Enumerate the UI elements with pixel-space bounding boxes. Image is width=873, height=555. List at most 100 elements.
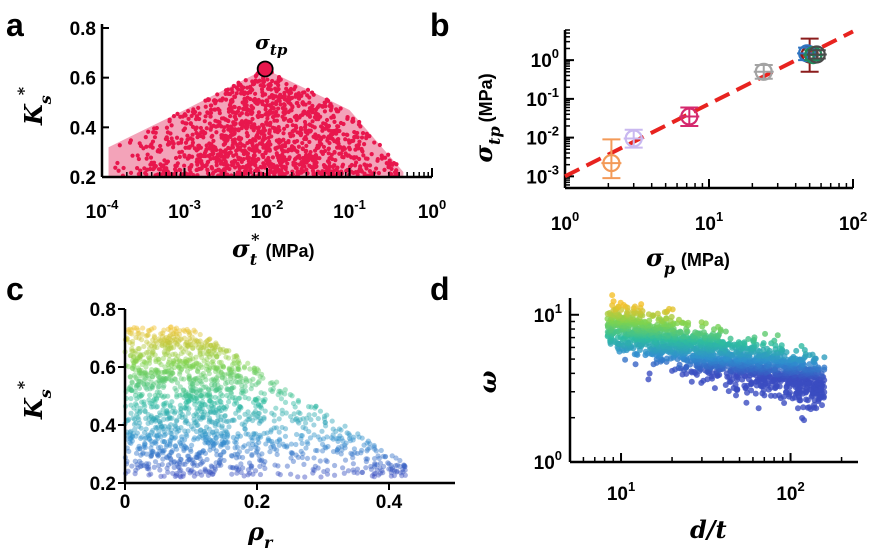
panel-a-point bbox=[251, 82, 255, 86]
panel-c-point bbox=[219, 374, 224, 379]
panel-c-point bbox=[149, 442, 154, 447]
panel-a-point bbox=[233, 95, 237, 99]
panel-c-point bbox=[159, 448, 164, 453]
panel-c-point bbox=[352, 446, 357, 451]
panel-a-point bbox=[275, 145, 279, 149]
panel-a-point bbox=[342, 155, 346, 159]
panel-a-point bbox=[339, 151, 343, 155]
panel-c-x-tick-label: 0 bbox=[120, 492, 131, 513]
panel-c-point bbox=[181, 446, 186, 451]
panel-c-point bbox=[140, 332, 145, 337]
panel-a-point bbox=[194, 131, 198, 135]
panel-d-point bbox=[701, 329, 707, 335]
panel-c-point bbox=[146, 328, 151, 333]
panel-a-point bbox=[191, 110, 195, 114]
panel-a-point bbox=[174, 156, 178, 160]
panel-c-point bbox=[230, 453, 235, 458]
panel-c-point bbox=[242, 365, 247, 370]
panel-c-point bbox=[319, 429, 324, 434]
panel-a-point bbox=[266, 87, 270, 91]
panel-a-point bbox=[259, 114, 263, 118]
panel-c-point bbox=[378, 471, 383, 476]
panel-d-point bbox=[638, 301, 644, 307]
panel-a-point bbox=[209, 125, 213, 129]
panel-a-point bbox=[244, 107, 248, 111]
panel-c-point bbox=[142, 408, 147, 413]
panel-c-point bbox=[198, 462, 203, 467]
panel-c-point bbox=[301, 416, 306, 421]
panel-a-point bbox=[374, 166, 378, 170]
panel-c-point bbox=[209, 360, 214, 365]
panel-b-y-tick-label: 10-3 bbox=[526, 162, 559, 188]
panel-a-point bbox=[237, 165, 241, 169]
panel-d-point bbox=[736, 339, 742, 345]
panel-c-point bbox=[127, 440, 132, 445]
panel-d-chart: 101 102100101 ω d/t bbox=[473, 292, 858, 544]
panel-a-point bbox=[188, 168, 192, 172]
panel-a-point bbox=[214, 160, 218, 164]
panel-c-point bbox=[147, 437, 152, 442]
panel-c-point bbox=[247, 416, 252, 421]
panel-a-point bbox=[303, 111, 307, 115]
panel-c-point bbox=[195, 368, 200, 373]
panel-a-point bbox=[197, 117, 201, 121]
panel-c-point bbox=[218, 347, 223, 352]
panel-c-point bbox=[186, 351, 191, 356]
panel-c-point bbox=[350, 455, 355, 460]
panel-a-point bbox=[158, 162, 162, 166]
panel-a-point bbox=[284, 141, 288, 145]
panel-a-point bbox=[293, 128, 297, 132]
panel-a-point bbox=[211, 171, 215, 175]
panel-c-point bbox=[323, 458, 328, 463]
panel-d-points bbox=[605, 292, 828, 423]
panel-c-point bbox=[280, 408, 285, 413]
panel-a-point bbox=[269, 164, 273, 168]
panel-c-point bbox=[145, 432, 150, 437]
panel-a-point bbox=[270, 79, 274, 83]
panel-c-point bbox=[165, 362, 170, 367]
panel-a-point bbox=[347, 138, 351, 142]
panel-a-point bbox=[328, 156, 332, 160]
panel-a-point bbox=[295, 139, 299, 143]
panel-d-point bbox=[677, 362, 683, 368]
panel-c-point bbox=[144, 426, 149, 431]
panel-label-a: a bbox=[6, 7, 24, 43]
panel-c-point bbox=[207, 416, 212, 421]
panel-a-point bbox=[145, 157, 149, 161]
panel-a-point bbox=[326, 147, 330, 151]
panel-c-point bbox=[224, 440, 229, 445]
panel-c-point bbox=[300, 441, 305, 446]
panel-c-point bbox=[219, 431, 224, 436]
panel-a-point bbox=[282, 127, 286, 131]
panel-a-point bbox=[364, 164, 368, 168]
panel-a-point bbox=[310, 119, 314, 123]
panel-c-points bbox=[122, 324, 407, 479]
panel-c-x-tick-label: 0.2 bbox=[244, 492, 270, 513]
panel-c-point bbox=[191, 413, 196, 418]
panel-c-point bbox=[365, 447, 370, 452]
panel-a-point bbox=[204, 147, 208, 151]
panel-c-point bbox=[273, 406, 278, 411]
panel-c-point bbox=[170, 371, 175, 376]
panel-c-point bbox=[208, 348, 213, 353]
panel-a-y-tick-label: 0.6 bbox=[70, 69, 96, 90]
panel-c-point bbox=[245, 361, 250, 366]
panel-c-point bbox=[158, 474, 163, 479]
panel-a-point bbox=[117, 169, 121, 173]
panel-c-point bbox=[224, 404, 229, 409]
panel-c-point bbox=[197, 406, 202, 411]
panel-c-point bbox=[153, 418, 158, 423]
panel-a-point bbox=[327, 161, 331, 165]
panel-c-point bbox=[258, 472, 263, 477]
panel-a-point bbox=[218, 111, 222, 115]
panel-a-point bbox=[284, 82, 288, 86]
panel-c-point bbox=[129, 346, 134, 351]
panel-d-point bbox=[790, 354, 796, 360]
panel-c-point bbox=[272, 412, 277, 417]
panel-c-point bbox=[203, 469, 208, 474]
panel-c-point bbox=[133, 471, 138, 476]
panel-a-point bbox=[164, 137, 168, 141]
panel-a-point bbox=[319, 137, 323, 141]
panel-c-point bbox=[140, 362, 145, 367]
panel-c-point bbox=[137, 392, 142, 397]
